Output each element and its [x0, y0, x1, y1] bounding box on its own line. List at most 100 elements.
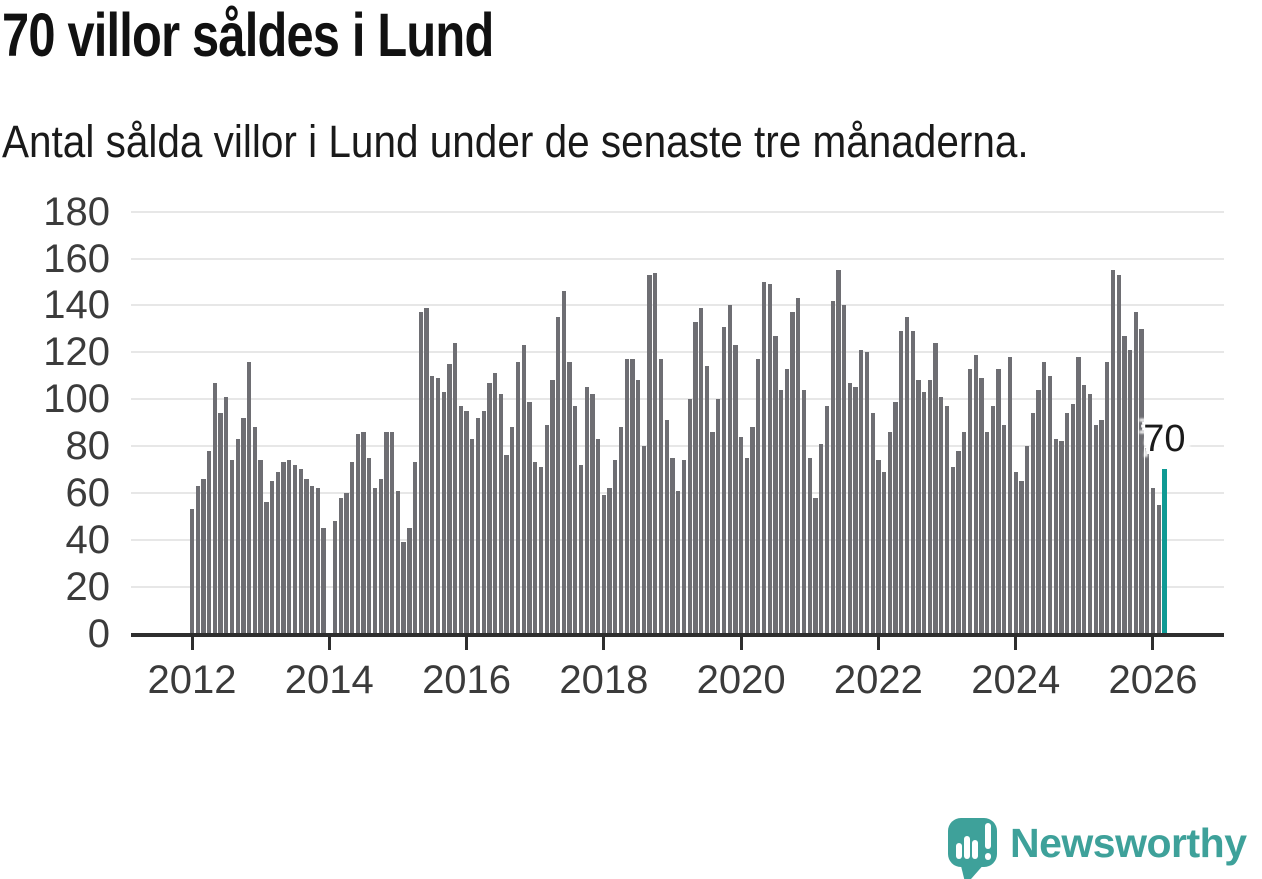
bar-month-119 [870, 413, 875, 634]
bar-month-113 [836, 270, 841, 634]
bar-month-5 [218, 413, 223, 634]
x-axis-tick-2020 [739, 637, 743, 650]
bar-month-127 [916, 380, 921, 634]
bar-month-167 [1145, 448, 1150, 634]
bar-month-47 [458, 406, 463, 634]
bar-month-128 [922, 392, 927, 634]
bar-month-6 [224, 396, 229, 634]
bar-month-141 [996, 368, 1001, 634]
bar-month-100 [761, 282, 767, 634]
bar-month-56 [510, 427, 515, 634]
bar-month-160 [1105, 361, 1110, 634]
bar-month-152 [1059, 441, 1064, 634]
bar-month-21 [309, 485, 315, 634]
bar-month-78 [636, 380, 641, 634]
bar-month-86 [681, 460, 687, 634]
bar-month-121 [881, 471, 887, 634]
bar-month-136 [967, 368, 973, 634]
bar-month-123 [893, 401, 898, 634]
bar-month-164 [1127, 349, 1133, 634]
bar-month-93 [721, 326, 727, 634]
bar-month-125 [904, 317, 910, 634]
x-axis-label-2026: 2026 [1108, 658, 1198, 702]
bar-month-124 [899, 331, 904, 634]
bar-month-25 [332, 521, 338, 634]
bar-month-133 [950, 467, 955, 634]
bar-month-59 [527, 401, 532, 634]
bar-month-94 [727, 305, 732, 634]
bar-month-2 [201, 478, 206, 634]
bar-month-80 [647, 274, 652, 634]
bar-month-161 [1110, 270, 1116, 634]
bar-month-112 [830, 300, 835, 634]
bar-month-147 [1030, 413, 1036, 634]
bar-month-142 [1002, 424, 1007, 634]
bar-month-145 [1019, 481, 1024, 634]
bar-month-9 [241, 417, 246, 634]
page-title: 70 villor såldes i Lund [2, 1, 494, 69]
bar-month-36 [395, 490, 401, 634]
bar-month-82 [658, 359, 664, 634]
bar-month-111 [824, 406, 830, 634]
y-axis-label-80: 80 [65, 424, 111, 469]
bar-month-150 [1047, 375, 1053, 634]
bar-month-65 [561, 291, 566, 634]
bar-month-81 [653, 272, 658, 634]
bar-month-146 [1024, 446, 1030, 634]
bar-month-95 [733, 345, 738, 634]
bar-month-60 [533, 462, 538, 634]
bar-month-51 [481, 410, 486, 634]
y-axis-label-160: 160 [43, 236, 110, 281]
y-axis-label-40: 40 [65, 517, 111, 562]
bar-month-122 [887, 431, 892, 634]
y-axis-label-100: 100 [43, 377, 110, 422]
bar-month-26 [338, 497, 343, 634]
bar-month-49 [470, 439, 475, 634]
highlighted-bar-current-period [1162, 469, 1167, 634]
bar-month-107 [801, 389, 807, 634]
bar-month-140 [990, 406, 995, 634]
bar-month-97 [744, 457, 749, 634]
bar-month-106 [796, 298, 801, 634]
x-axis-label-2014: 2014 [284, 658, 374, 702]
bar-month-134 [956, 450, 961, 634]
bar-month-85 [676, 490, 681, 634]
bar-month-109 [813, 497, 818, 634]
y-axis-label-20: 20 [65, 564, 111, 609]
bar-month-64 [555, 317, 561, 634]
bar-month-76 [624, 359, 629, 634]
x-axis-label-2024: 2024 [971, 658, 1061, 702]
bar-month-27 [344, 492, 349, 634]
bar-month-37 [401, 542, 406, 634]
bar-month-29 [355, 434, 361, 634]
bar-month-23 [321, 528, 326, 634]
bar-month-139 [984, 431, 990, 634]
bar-month-165 [1133, 312, 1138, 634]
bar-month-20 [304, 478, 309, 634]
bar-month-31 [367, 457, 372, 634]
bar-month-114 [841, 305, 847, 634]
x-axis-tick-2022 [876, 637, 880, 650]
logo-exclamation-dot [985, 853, 991, 860]
bar-month-104 [784, 368, 790, 634]
bar-month-135 [962, 431, 967, 634]
bar-month-70 [590, 394, 595, 634]
bar-month-57 [515, 361, 521, 634]
bar-month-4 [212, 382, 218, 634]
bar-month-98 [750, 427, 755, 634]
x-axis-label-2022: 2022 [833, 658, 923, 702]
bar-month-153 [1065, 413, 1070, 634]
y-axis-label-140: 140 [43, 283, 110, 328]
logo-chart-bar-1 [956, 843, 962, 859]
bar-month-130 [933, 342, 938, 634]
bar-month-89 [698, 307, 704, 634]
logo-exclamation-bar [985, 823, 991, 849]
bar-month-120 [876, 460, 881, 634]
bar-month-159 [1099, 420, 1104, 634]
x-axis-line [131, 633, 1224, 637]
bar-month-67 [573, 406, 578, 634]
gridline-100 [131, 398, 1224, 401]
bar-month-79 [641, 446, 647, 634]
bar-month-43 [435, 378, 441, 634]
